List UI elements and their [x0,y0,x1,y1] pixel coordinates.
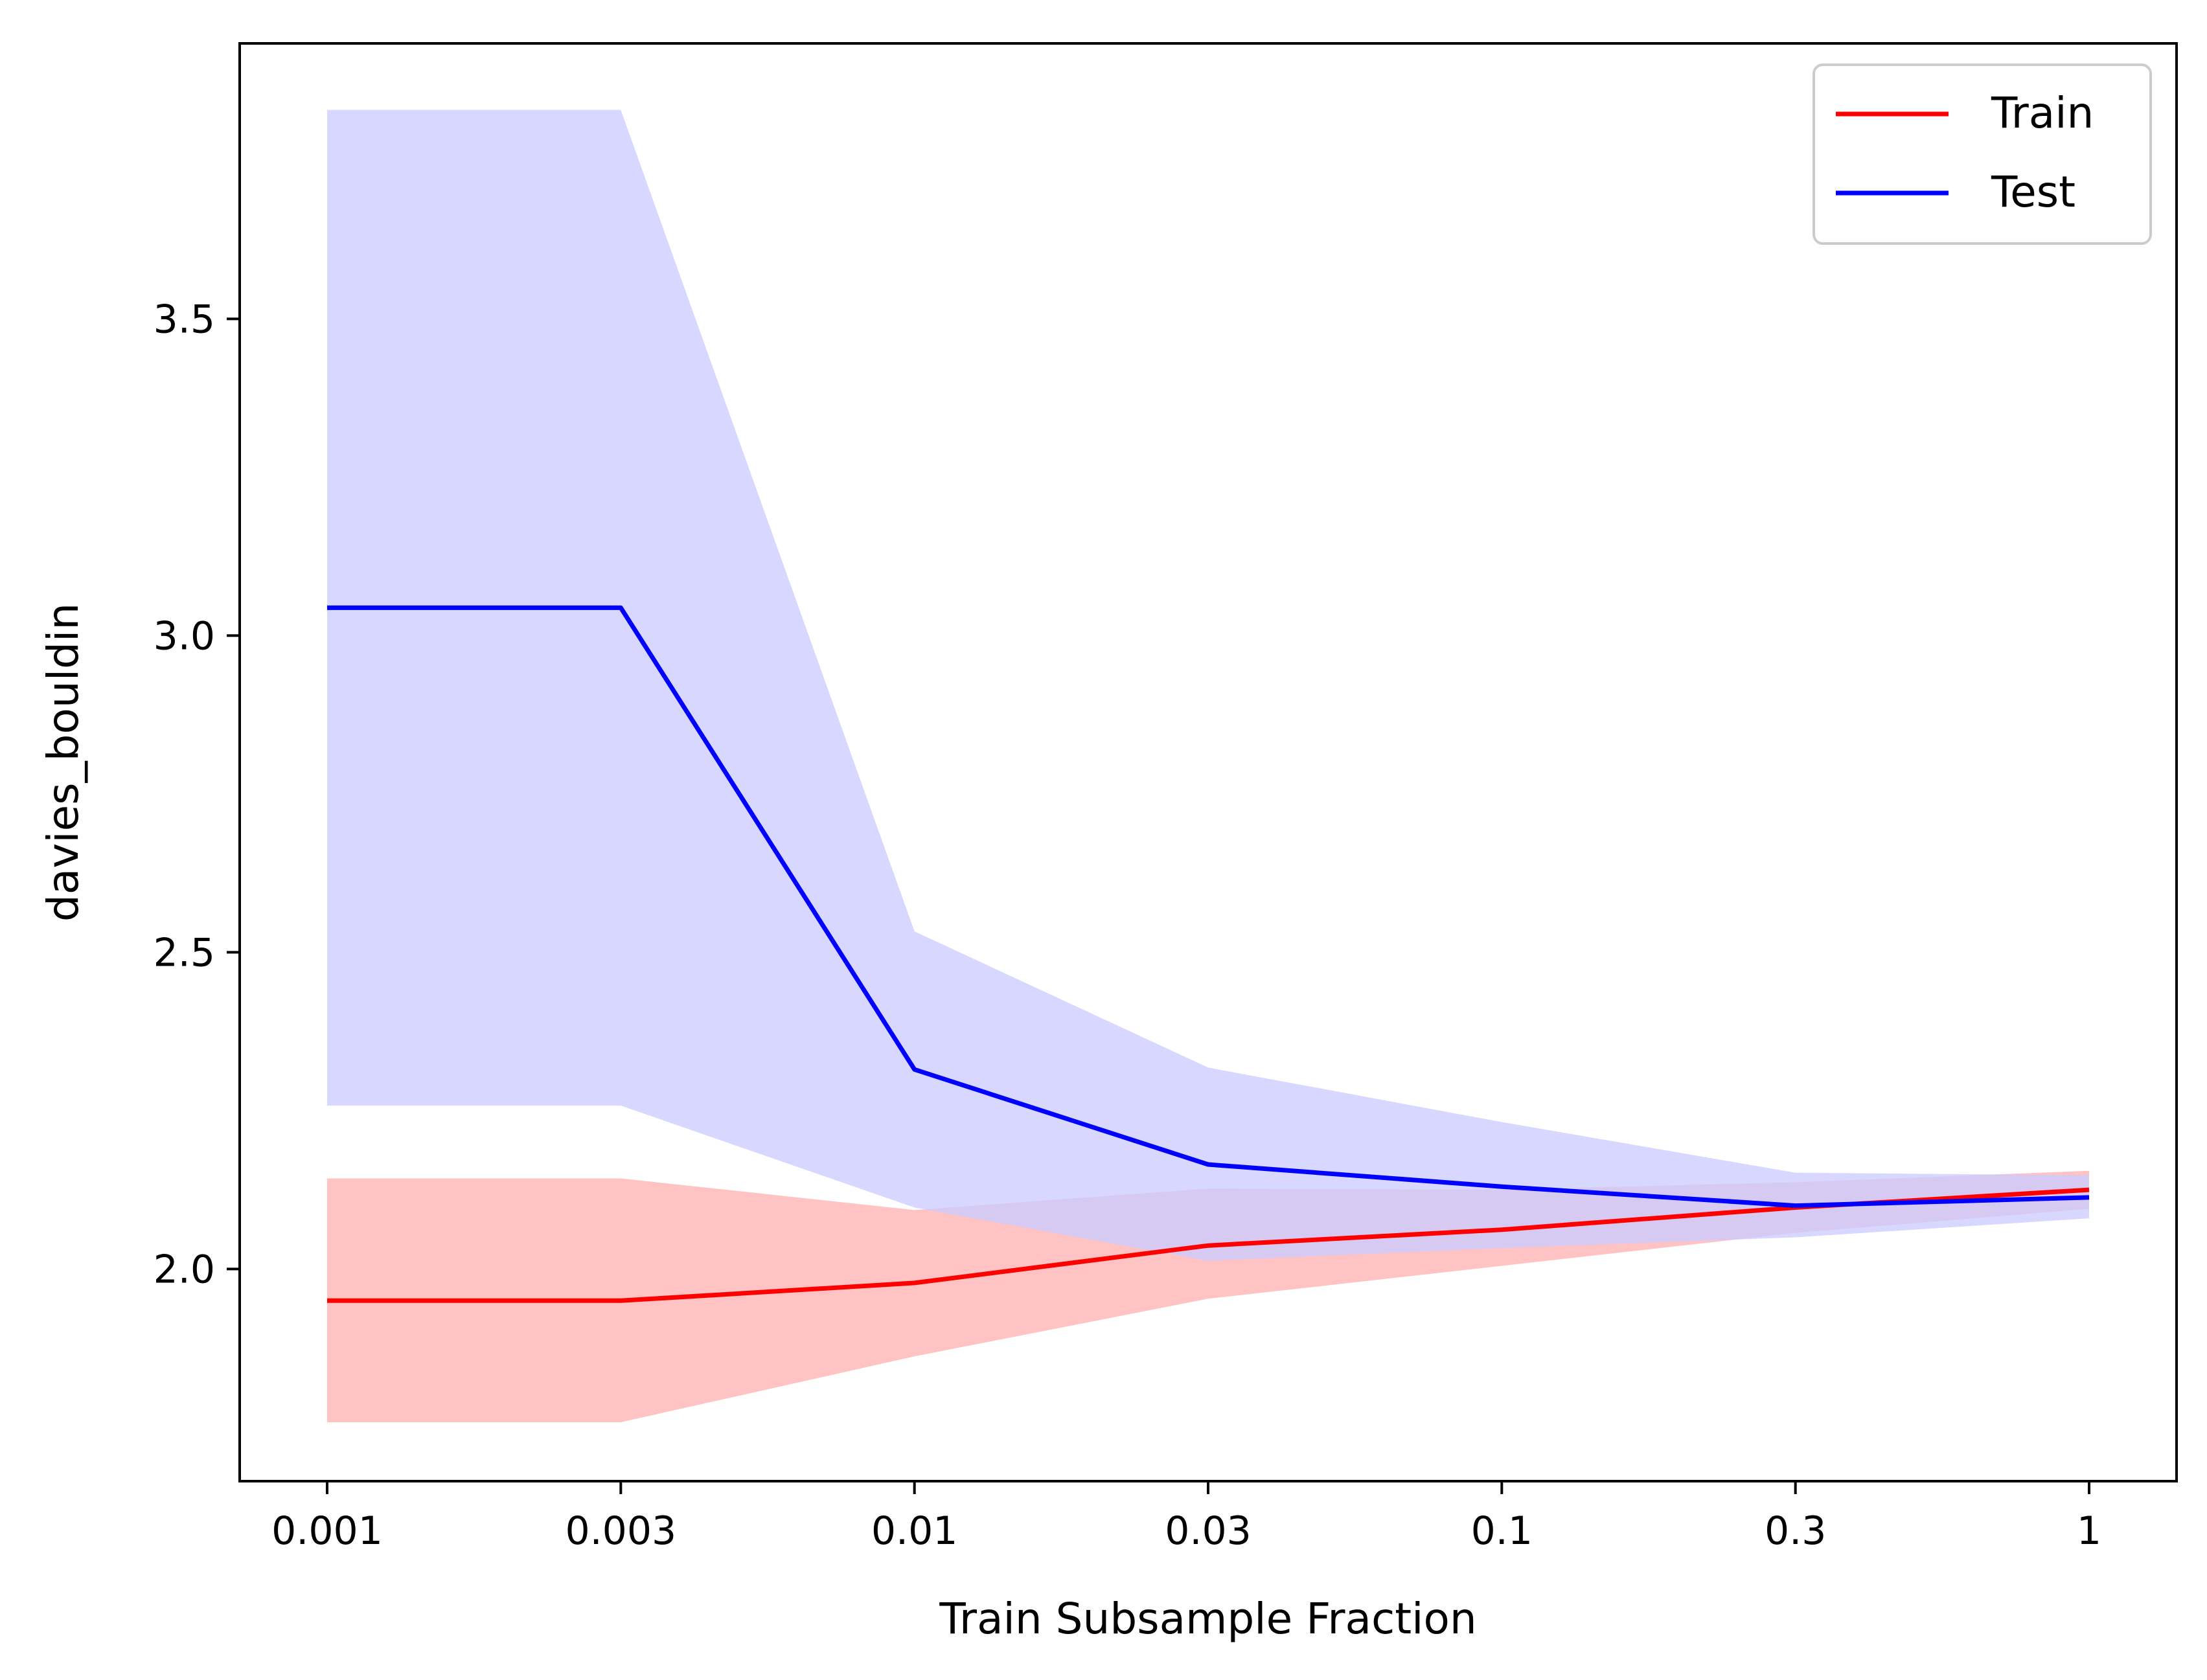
x-tick-label: 0.001 [271,1508,383,1554]
x-tick-label: 0.003 [565,1508,676,1554]
legend-box [1812,63,2152,245]
x-axis-ticks: 0.001 0.003 0.01 0.03 0.1 0.3 1 [271,1481,2101,1554]
band-test [327,109,2089,1261]
y-tick-label: 2.5 [154,930,215,975]
y-tick-label: 2.0 [154,1247,215,1292]
y-axis-label: davies_bouldin [38,603,88,922]
y-axis-ticks: 2.0 2.5 3.0 3.5 [154,297,240,1292]
x-tick-label: 1 [2077,1508,2101,1554]
x-tick-label: 0.03 [1165,1508,1252,1554]
x-axis-label: Train Subsample Fraction [939,1594,1476,1644]
legend-label-train: Train [1991,88,2094,138]
x-tick-label: 0.3 [1765,1508,1826,1554]
legend: Train Test [1812,63,2152,245]
legend-label-test: Test [1991,167,2075,217]
y-tick-label: 3.5 [154,297,215,342]
y-tick-label: 3.0 [154,613,215,659]
x-tick-label: 0.01 [871,1508,958,1554]
x-tick-label: 0.1 [1471,1508,1533,1554]
series-lines [326,605,2090,1303]
confidence-bands [327,109,2089,1422]
